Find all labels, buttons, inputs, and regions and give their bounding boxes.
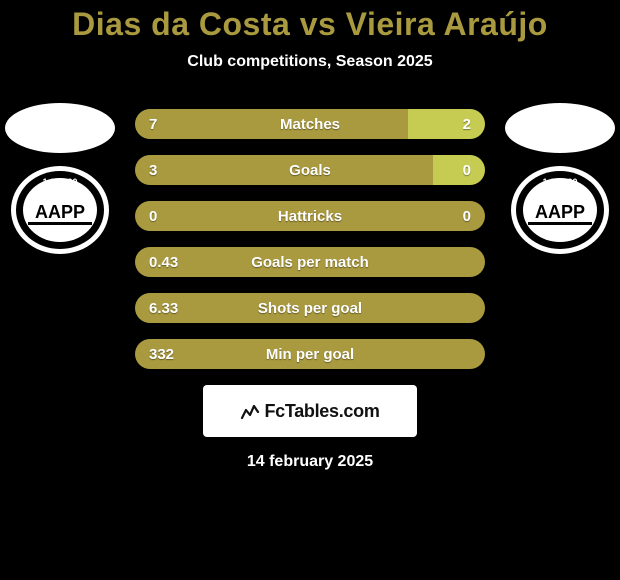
- stat-row: Shots per goal6.33: [135, 293, 485, 323]
- club-logo-left: 1.08.190 AAPP: [10, 165, 110, 255]
- brand-icon: [240, 402, 260, 420]
- logo-top-text: 1.08.190: [42, 177, 77, 187]
- brand-text: FcTables.com: [264, 401, 379, 422]
- stat-seg-right: [433, 155, 486, 185]
- stat-seg-left: [135, 201, 485, 231]
- stat-seg-right: [408, 109, 485, 139]
- logo-top-text: 1.08.190: [542, 177, 577, 187]
- date-label: 14 february 2025: [0, 453, 620, 471]
- stat-seg-left: [135, 339, 485, 369]
- stat-row: Min per goal332: [135, 339, 485, 369]
- page-title: Dias da Costa vs Vieira Araújo: [0, 0, 620, 43]
- brand-badge: FcTables.com: [203, 385, 417, 437]
- stat-row: Matches72: [135, 109, 485, 139]
- stat-row: Goals per match0.43: [135, 247, 485, 277]
- logo-badge-text: AAPP: [35, 202, 85, 222]
- stat-seg-left: [135, 293, 485, 323]
- logo-badge-text: AAPP: [535, 202, 585, 222]
- stat-row: Hattricks00: [135, 201, 485, 231]
- club-logo-right: 1.08.190 AAPP: [510, 165, 610, 255]
- stat-seg-left: [135, 109, 408, 139]
- player-avatar-right: [505, 103, 615, 153]
- comparison-stage: 1.08.190 AAPP 1.08.190 AAPP Matches72 Goa…: [0, 109, 620, 471]
- subtitle: Club competitions, Season 2025: [0, 53, 620, 71]
- stat-row: Goals30: [135, 155, 485, 185]
- stat-seg-left: [135, 247, 485, 277]
- stat-bars: Matches72 Goals30 Hattricks00 Goals per mat…: [135, 109, 485, 369]
- player-avatar-left: [5, 103, 115, 153]
- stat-seg-left: [135, 155, 433, 185]
